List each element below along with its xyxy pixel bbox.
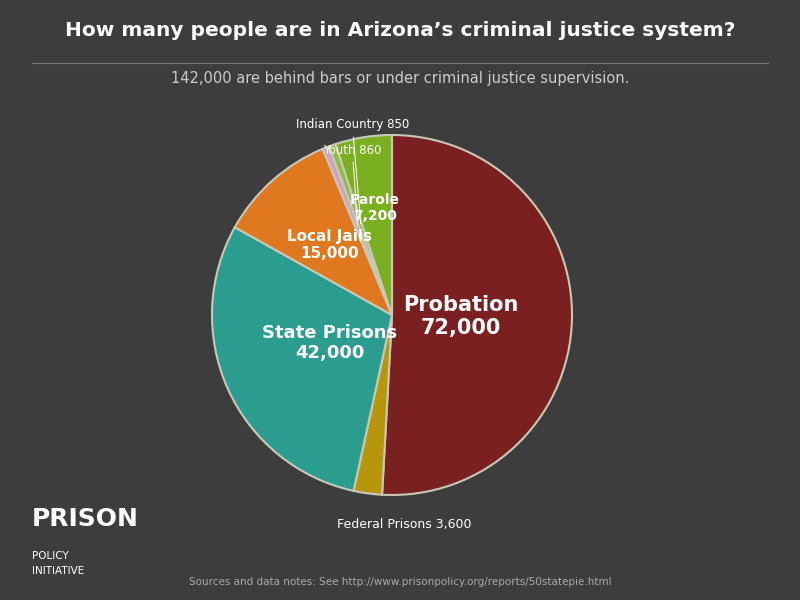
- Text: Sources and data notes: See http://www.prisonpolicy.org/reports/50statepie.html: Sources and data notes: See http://www.p…: [189, 577, 611, 587]
- Text: Indian Country 850: Indian Country 850: [296, 118, 409, 224]
- Text: Youth 860: Youth 860: [323, 143, 382, 225]
- Wedge shape: [382, 135, 572, 495]
- Text: Local Jails
15,000: Local Jails 15,000: [287, 229, 372, 262]
- Text: INITIATIVE: INITIATIVE: [32, 566, 84, 576]
- Wedge shape: [212, 227, 392, 491]
- Wedge shape: [322, 146, 392, 315]
- Text: PRISON: PRISON: [32, 507, 139, 531]
- Wedge shape: [235, 149, 392, 315]
- Wedge shape: [335, 135, 392, 315]
- Wedge shape: [354, 315, 392, 495]
- Text: Parole
7,200: Parole 7,200: [350, 193, 400, 223]
- Text: How many people are in Arizona’s criminal justice system?: How many people are in Arizona’s crimina…: [65, 21, 735, 40]
- Text: Probation
72,000: Probation 72,000: [402, 295, 518, 338]
- Wedge shape: [329, 144, 392, 315]
- Text: POLICY: POLICY: [32, 551, 69, 561]
- Text: Federal Prisons 3,600: Federal Prisons 3,600: [338, 518, 472, 532]
- Text: 142,000 are behind bars or under criminal justice supervision.: 142,000 are behind bars or under crimina…: [171, 71, 629, 86]
- Text: State Prisons
42,000: State Prisons 42,000: [262, 323, 397, 362]
